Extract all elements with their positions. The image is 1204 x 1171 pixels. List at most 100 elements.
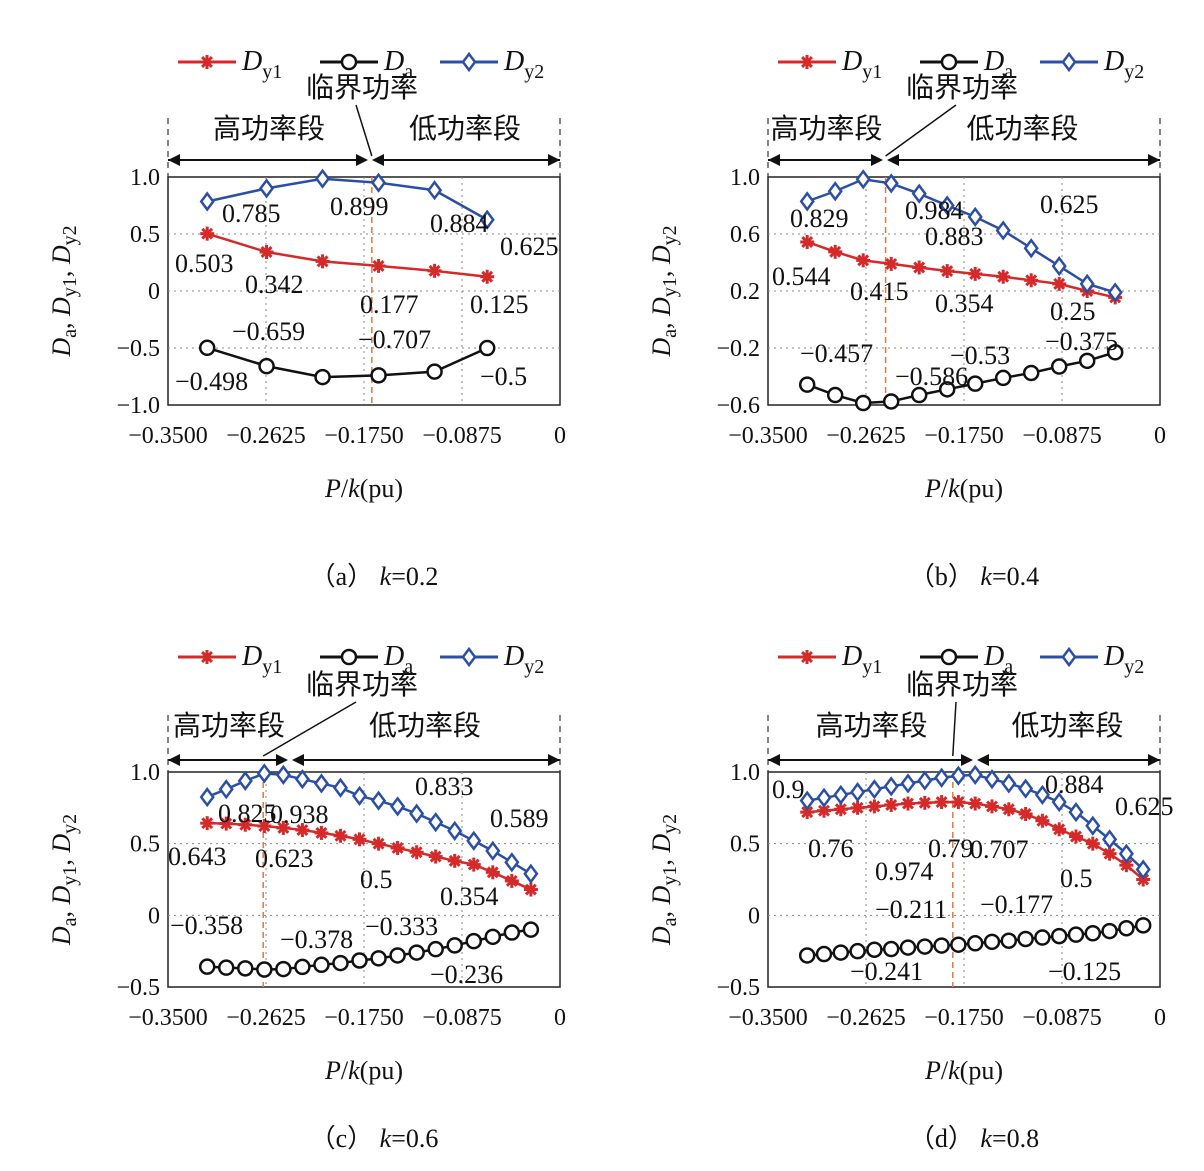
data-point-dy2 [1023,238,1039,259]
data-point-dy2 [1018,778,1034,799]
data-label: 0.984 [905,196,964,225]
legend-main: D [1103,46,1124,77]
data-point-dy2 [850,781,866,803]
circle-marker-icon [940,648,958,666]
data-point-da [332,954,349,972]
data-point-dy2 [258,178,275,199]
x-tick-label: −0.3500 [728,1005,808,1031]
data-point-dy2 [275,764,291,785]
data-label: −0.659 [232,317,305,346]
y-axis-label-part: D [47,245,76,265]
caption-value: =0.2 [391,562,438,591]
y-tick-label: 1.0 [730,165,760,191]
legend-sub: y2 [1124,656,1144,678]
x-axis-label-part: (pu) [960,474,1003,503]
data-point-da [1118,919,1135,937]
data-point-dy2 [1079,273,1095,294]
x-tick-label: −0.1750 [924,423,1004,449]
y-axis-label-part: D [47,926,76,946]
data-point-da [815,945,833,963]
data-point-da [294,958,311,976]
x-tick-label: −0.2625 [226,1005,306,1031]
data-point-dy2 [426,180,443,201]
data-point-dy2 [883,173,899,194]
data-point-dy2 [370,790,387,811]
data-point-da [275,960,292,978]
caption-prefix: （d） [909,1124,981,1153]
legend-sub: a [1004,656,1013,678]
data-label: 0.125 [470,290,529,319]
data-label: 0.9 [772,775,805,804]
data-point-dy2 [1085,815,1101,836]
data-label: −0.378 [280,925,353,954]
data-point-dy2 [866,779,882,800]
arrowhead-low-left [372,154,384,166]
caption-value: =0.4 [992,562,1039,591]
legend-sub: a [1004,61,1013,83]
data-label: 0.503 [175,249,234,278]
x-axis-label-part: k [948,1056,960,1085]
data-point-dy2 [428,812,444,833]
legend-sub: y1 [262,656,282,678]
legend-label-da: Da [383,641,413,678]
x-axis-label-part: / [341,474,349,503]
y-tick-label: −0.5 [716,975,760,1001]
data-point-da [503,924,521,941]
data-point-da [427,940,444,958]
data-point-dy2 [911,183,927,204]
data-point-dy2 [1051,255,1067,277]
y-axis-label-part: D [647,338,676,358]
data-label: 0.354 [440,882,499,911]
x-axis-label: P/k(pu) [324,474,403,503]
data-point-da [198,339,216,357]
y-axis-label-part: , [47,904,76,917]
x-tick-label: 0 [554,1005,566,1031]
arrowhead-right [1148,154,1160,166]
critical-pointer-line [952,701,957,757]
data-point-dy2 [314,168,331,189]
data-point-dy2 [523,863,539,884]
plot-area [167,771,561,988]
critical-power-label: 临界功率 [306,668,418,701]
data-label: 0.785 [222,199,281,228]
data-point-dy2 [1001,773,1017,794]
data-point-dy2 [313,773,330,794]
x-tick-label: −0.0875 [1022,1005,1102,1031]
data-point-dy2 [995,220,1011,241]
caption-k: k [980,1124,992,1153]
y-axis-label-part: a [659,917,681,926]
data-label: −0.333 [365,912,438,941]
data-point-da [1017,930,1034,948]
y-axis-label-part: , [647,316,676,329]
data-point-dy2 [1068,802,1084,823]
legend-sub: y1 [262,61,282,83]
x-tick-label: −0.3500 [128,1005,208,1031]
data-point-da [314,368,331,386]
caption-prefix: （c） [310,1124,380,1153]
data-point-dy2 [883,776,899,797]
legend-sub: y1 [862,61,882,83]
data-point-dy2 [950,765,966,786]
y-tick-label: 0 [148,903,160,929]
data-point-da [426,363,443,380]
data-point-da [966,935,984,952]
y-axis-label-part: D [647,245,676,265]
series-line-dy1 [206,232,488,278]
y-tick-label: 1.0 [730,760,760,786]
data-label: 0.625 [1040,190,1099,219]
arrowhead-high-right [961,754,973,766]
data-label: −0.707 [358,325,431,354]
legend: Dy1 Da Dy2 [778,46,1144,83]
data-label: 0.825 [218,799,277,828]
legend-main: D [983,46,1004,77]
data-point-dy2 [504,852,520,873]
data-point-da [1078,352,1096,370]
y-axis-label: Da, Dy1, Dy2 [47,225,81,357]
y-axis-label-part: , [647,904,676,917]
x-tick-label: −0.3500 [128,423,208,449]
data-point-dy2 [816,787,832,808]
y-tick-label: −0.5 [116,975,160,1001]
y-tick-label: −0.6 [716,393,760,419]
